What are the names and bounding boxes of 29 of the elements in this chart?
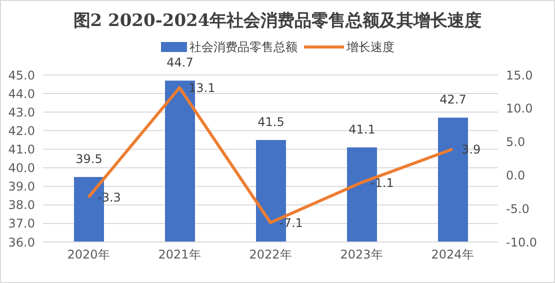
y-tick-label: 40.0: [8, 161, 35, 176]
data-label: 42.7: [440, 92, 466, 107]
data-label: 41.1: [348, 122, 376, 136]
data-label: 44.7: [166, 56, 194, 70]
y2-tick-label: -5.0: [506, 202, 530, 216]
y2-tick-label: 15.0: [506, 68, 533, 82]
y2-tick-label: 10.0: [506, 102, 533, 116]
y-tick-label: 39.0: [8, 180, 35, 194]
x-tick-label: 2020年: [67, 248, 110, 262]
y-tick-label: 41.0: [8, 142, 35, 156]
legend-label: 社会消费品零售总额: [190, 38, 298, 56]
y2-tick-label: 5.0: [506, 135, 526, 150]
x-tick-label: 2023年: [340, 248, 383, 262]
data-label: 41.5: [258, 114, 284, 129]
y-tick-label: 44.0: [8, 86, 35, 101]
y-tick-label: 42.0: [8, 124, 35, 138]
x-tick-label: 2022年: [249, 248, 292, 262]
y-tick-label: 45.0: [8, 68, 35, 82]
x-tick-label: 2024年: [431, 248, 474, 262]
y2-tick-label: 0.0: [506, 168, 526, 182]
x-tick-label: 2021年: [158, 248, 201, 262]
y-tick-label: 36.0: [8, 235, 35, 250]
y-tick-label: 37.0: [8, 216, 35, 231]
chart-title: 图2 2020-2024年社会消费品零售总额及其增长速度: [72, 10, 483, 33]
y-tick-label: 43.0: [8, 105, 35, 120]
y-tick-label: 38.0: [8, 198, 35, 212]
data-label: 39.5: [76, 152, 102, 166]
y2-tick-label: -10.0: [506, 235, 538, 250]
legend-label: 增长速度: [346, 38, 394, 56]
